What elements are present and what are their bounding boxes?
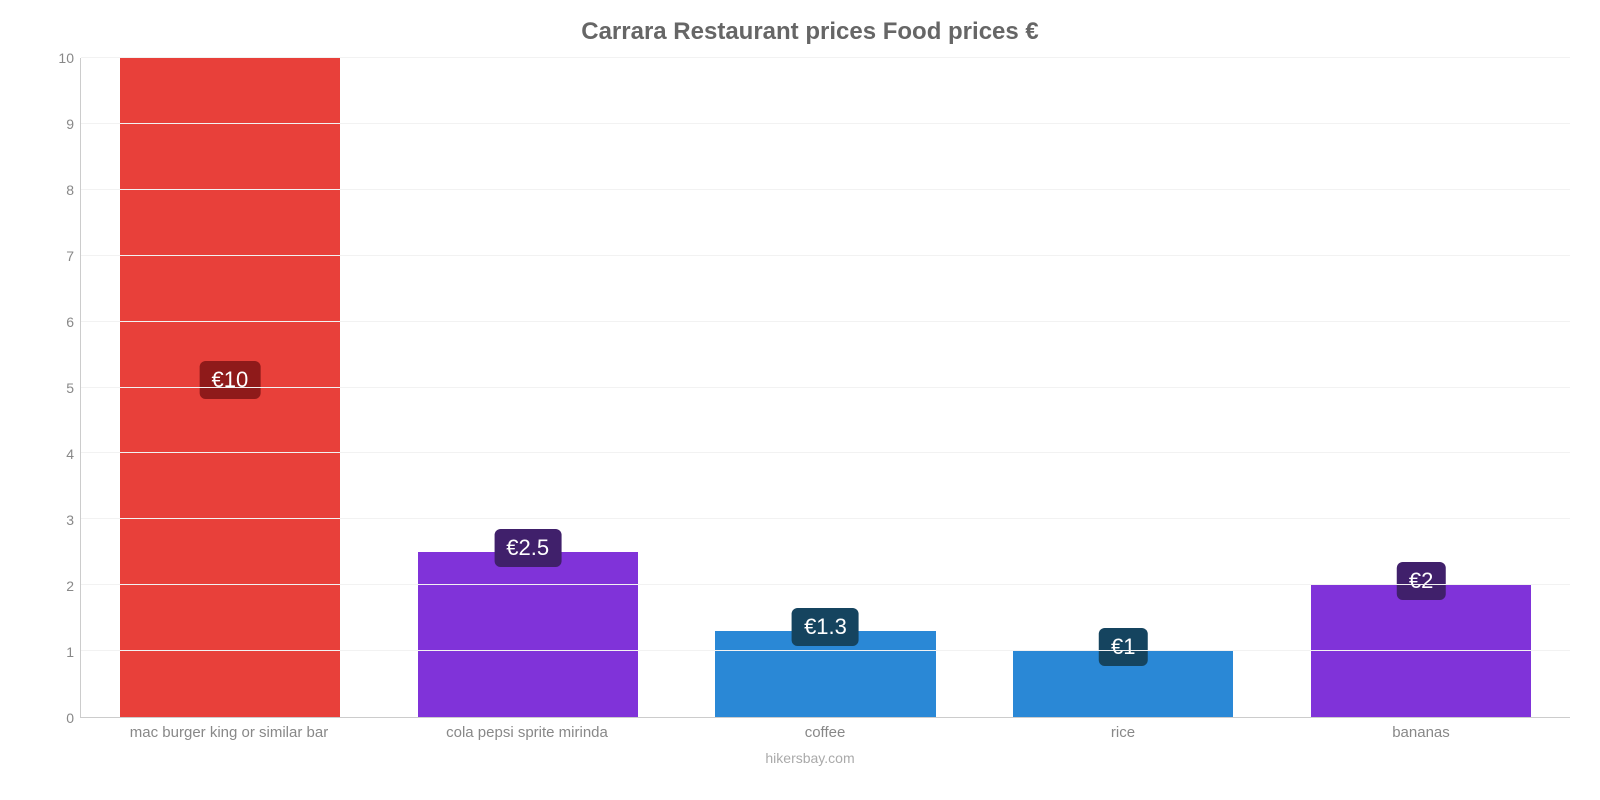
grid-line — [81, 452, 1570, 453]
y-tick-label: 5 — [66, 380, 74, 396]
x-tick-label: bananas — [1272, 718, 1570, 748]
y-tick-label: 2 — [66, 578, 74, 594]
chart-title: Carrara Restaurant prices Food prices € — [50, 10, 1570, 58]
bar: €2.5 — [418, 552, 638, 717]
x-tick-label: rice — [974, 718, 1272, 748]
bar: €10 — [120, 58, 340, 717]
x-axis: mac burger king or similar barcola pepsi… — [80, 718, 1570, 748]
bar-value-label: €10 — [200, 361, 261, 399]
grid-line — [81, 387, 1570, 388]
y-tick-label: 0 — [66, 710, 74, 726]
bars-container: €10 €2.5 €1.3 €1 €2 — [81, 58, 1570, 717]
plot: €10 €2.5 €1.3 €1 €2 — [80, 58, 1570, 718]
bar-slot: €1 — [974, 58, 1272, 717]
bar-slot: €1.3 — [677, 58, 975, 717]
bar: €1.3 — [715, 631, 935, 717]
bar-value-label: €2.5 — [494, 529, 561, 567]
grid-line — [81, 255, 1570, 256]
chart-footer: hikersbay.com — [50, 750, 1570, 766]
y-tick-label: 6 — [66, 314, 74, 330]
bar-slot: €10 — [81, 58, 379, 717]
grid-line — [81, 321, 1570, 322]
grid-line — [81, 57, 1570, 58]
y-tick-label: 8 — [66, 182, 74, 198]
grid-line — [81, 189, 1570, 190]
x-tick-label: coffee — [676, 718, 974, 748]
bar-slot: €2 — [1272, 58, 1570, 717]
grid-line — [81, 584, 1570, 585]
grid-line — [81, 518, 1570, 519]
bar-value-label: €1 — [1099, 628, 1147, 666]
y-tick-label: 3 — [66, 512, 74, 528]
x-tick-label: mac burger king or similar bar — [80, 718, 378, 748]
grid-line — [81, 123, 1570, 124]
y-axis: 012345678910 — [50, 58, 80, 718]
bar-value-label: €2 — [1397, 562, 1445, 600]
y-tick-label: 7 — [66, 248, 74, 264]
plot-area: 012345678910 €10€2.5€1.3€1€2 — [50, 58, 1570, 718]
bar-slot: €2.5 — [379, 58, 677, 717]
bar: €1 — [1013, 651, 1233, 717]
y-tick-label: 9 — [66, 116, 74, 132]
grid-line — [81, 650, 1570, 651]
x-tick-label: cola pepsi sprite mirinda — [378, 718, 676, 748]
bar-value-label: €1.3 — [792, 608, 859, 646]
price-chart: Carrara Restaurant prices Food prices € … — [0, 0, 1600, 800]
y-tick-label: 10 — [58, 50, 74, 66]
y-tick-label: 4 — [66, 446, 74, 462]
y-tick-label: 1 — [66, 644, 74, 660]
